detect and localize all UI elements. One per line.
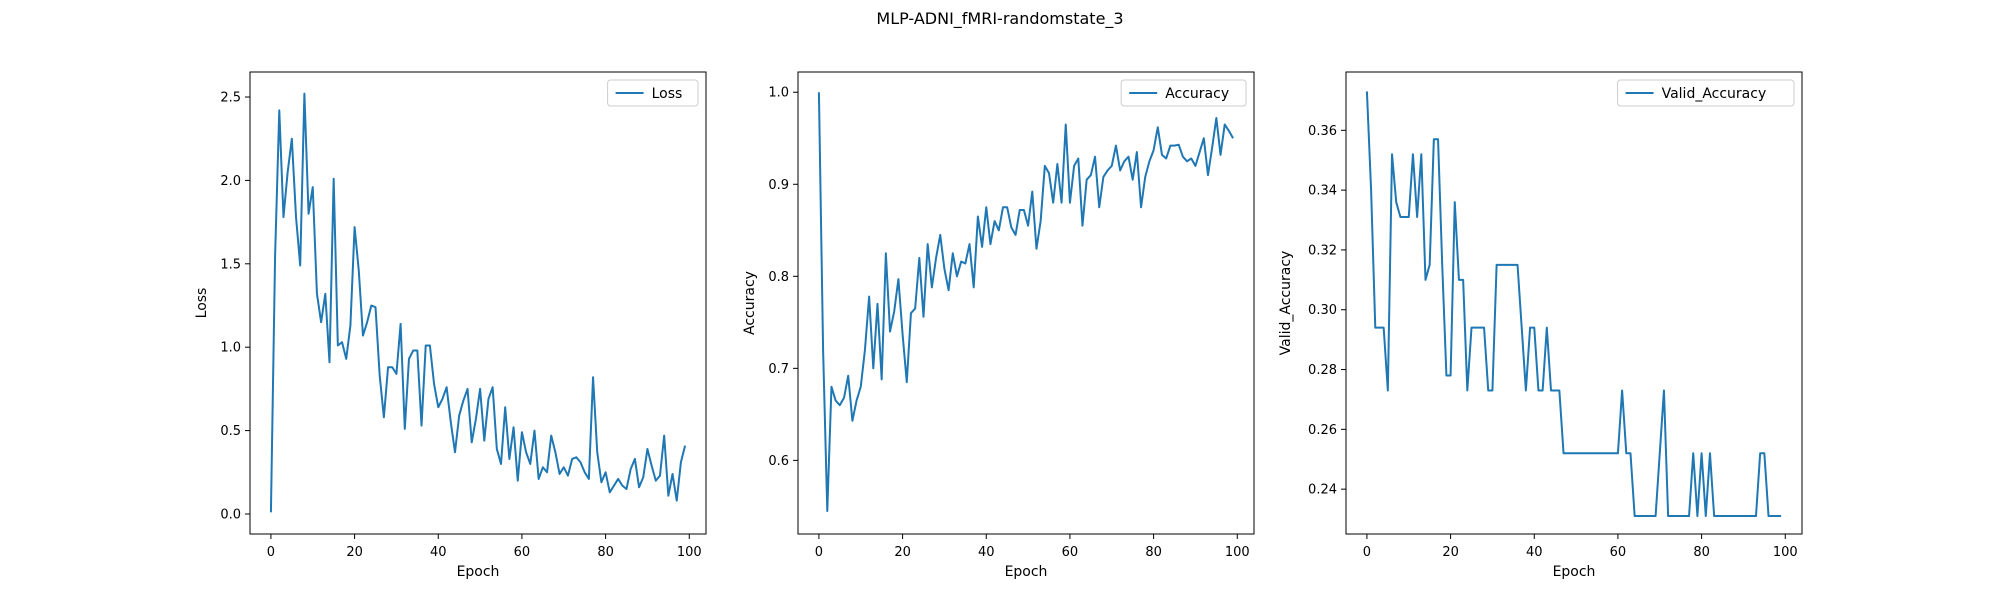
- y-tick-label: 0.36: [1308, 124, 1337, 139]
- x-axis-label: Epoch: [1005, 564, 1048, 580]
- legend-label: Loss: [652, 86, 683, 102]
- y-axis-label: Valid_Accuracy: [1278, 251, 1294, 356]
- x-tick-label: 0: [815, 545, 823, 560]
- chart-panel-2: 0 20 40 60 80 100 0.6 0.7 0.8 0.9 1.0 Epoch Accuracy…: [742, 71, 1255, 580]
- x-tick-label: 0: [1363, 545, 1371, 560]
- axes-frame: [249, 71, 707, 535]
- x-tick-label: 80: [1693, 545, 1710, 560]
- figure-title: MLP-ADNI_fMRI-randomstate_3: [876, 9, 1123, 29]
- y-tick-label: 0.5: [220, 424, 241, 439]
- x-tick-label: 60: [514, 545, 531, 560]
- y-tick-label: 0.34: [1308, 184, 1337, 199]
- x-tick-label: 0: [267, 545, 275, 560]
- x-tick-label: 100: [677, 545, 702, 560]
- y-tick-label: 0.24: [1308, 483, 1337, 498]
- y-tick-label: 0.6: [768, 454, 789, 469]
- y-tick-label: 1.0: [768, 86, 789, 101]
- x-axis-label: Epoch: [1553, 564, 1596, 580]
- x-tick-label: 100: [1773, 545, 1798, 560]
- axes-frame: [797, 71, 1255, 535]
- legend: Accuracy: [1120, 79, 1247, 107]
- x-tick-label: 100: [1225, 545, 1250, 560]
- y-tick-label: 2.5: [220, 91, 241, 106]
- x-tick-label: 80: [597, 545, 614, 560]
- y-axis-label: Accuracy: [742, 271, 758, 335]
- axes-frame: [1345, 71, 1803, 535]
- x-tick-label: 40: [430, 545, 447, 560]
- legend: Valid_Accuracy: [1617, 79, 1795, 107]
- y-tick-label: 0.30: [1308, 303, 1337, 318]
- x-tick-label: 20: [346, 545, 363, 560]
- x-tick-label: 20: [1442, 545, 1459, 560]
- x-tick-label: 40: [978, 545, 995, 560]
- series-line-accuracy: [817, 92, 1234, 512]
- legend-box: [1617, 79, 1795, 107]
- y-tick-label: 0.8: [768, 270, 789, 285]
- legend-box: [607, 79, 699, 107]
- y-axis-label: Loss: [194, 288, 210, 319]
- y-tick-label: 1.0: [220, 341, 241, 356]
- x-tick-label: 80: [1145, 545, 1162, 560]
- chart-panel-1: 0 20 40 60 80 100 0.0 0.5 1.0 1.5 2.0 2.5 Epoch Loss L…: [194, 71, 707, 580]
- legend-label: Accuracy: [1165, 86, 1229, 102]
- series-line-valid-accuracy: [1365, 91, 1782, 518]
- y-tick-label: 2.0: [220, 174, 241, 189]
- y-tick-label: 1.5: [220, 257, 241, 272]
- x-tick-label: 60: [1062, 545, 1079, 560]
- chart-panel-3: 0 20 40 60 80 100 0.24 0.26 0.28 0.30 0.32 0.34 0.36…: [1278, 71, 1803, 580]
- series-line-loss: [269, 92, 687, 513]
- y-tick-label: 0.28: [1308, 363, 1337, 378]
- y-tick-label: 0.9: [768, 178, 789, 193]
- legend-label: Valid_Accuracy: [1662, 86, 1767, 102]
- legend: Loss: [607, 79, 699, 107]
- x-tick-label: 20: [894, 545, 911, 560]
- y-tick-label: 0.32: [1308, 243, 1337, 258]
- x-axis-label: Epoch: [457, 564, 500, 580]
- y-tick-label: 0.26: [1308, 423, 1337, 438]
- legend-box: [1120, 79, 1247, 107]
- y-tick-label: 0.7: [768, 362, 789, 377]
- x-tick-label: 40: [1526, 545, 1543, 560]
- y-tick-label: 0.0: [220, 507, 241, 522]
- x-tick-label: 60: [1610, 545, 1627, 560]
